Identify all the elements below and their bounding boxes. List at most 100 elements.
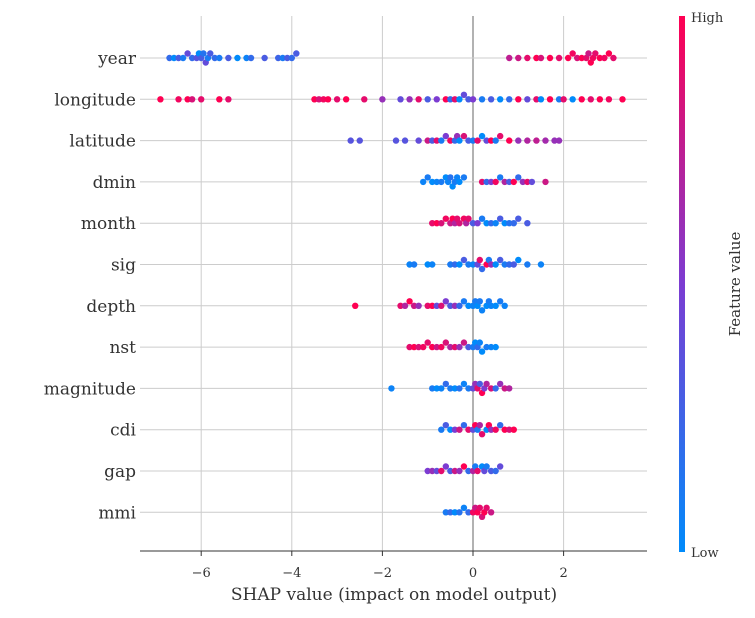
shap-point-dmin	[506, 178, 513, 186]
shap-point-year	[610, 54, 617, 62]
shap-point-dmin	[524, 178, 531, 186]
shap-point-mmi	[447, 509, 454, 516]
shap-point-magnitude	[447, 385, 454, 392]
feature-label-sig: sig	[111, 256, 136, 276]
shap-point-sig	[492, 261, 499, 268]
shap-point-month	[496, 215, 504, 222]
shap-point-depth	[451, 302, 459, 309]
shap-point-cdi	[510, 426, 517, 433]
shap-point-gap	[460, 463, 468, 470]
shap-point-magnitude	[456, 385, 463, 392]
shap-point-year	[279, 54, 286, 62]
shap-point-longitude	[569, 96, 576, 103]
shap-point-longitude	[198, 96, 205, 103]
shap-point-cdi	[465, 426, 472, 433]
shap-point-depth	[352, 302, 359, 309]
shap-point-longitude	[184, 96, 191, 103]
shap-point-nst	[429, 343, 436, 351]
shap-point-year	[261, 54, 268, 62]
shap-point-month	[492, 220, 499, 227]
shap-point-year	[207, 50, 214, 57]
shap-point-latitude	[356, 137, 363, 144]
shap-point-cdi	[487, 426, 495, 433]
shap-point-dmin	[438, 178, 445, 186]
shap-point-gap	[496, 463, 504, 470]
shap-point-month	[433, 220, 440, 227]
shap-point-longitude	[496, 96, 504, 103]
shap-point-latitude	[415, 137, 422, 144]
shap-point-month	[456, 220, 463, 227]
feature-label-depth: depth	[86, 297, 136, 317]
shap-point-cdi	[506, 426, 513, 433]
shap-point-magnitude	[483, 380, 490, 388]
shap-point-depth	[476, 298, 483, 305]
shap-point-year	[284, 54, 291, 62]
shap-point-dmin	[510, 178, 517, 186]
feature-label-nst: nst	[109, 338, 136, 358]
feature-label-cdi: cdi	[110, 421, 136, 441]
shap-point-mmi	[483, 504, 490, 511]
shap-point-gap	[456, 467, 463, 475]
shap-point-magnitude	[460, 380, 468, 388]
shap-point-year	[533, 54, 540, 62]
shap-point-sig	[501, 261, 508, 268]
shap-point-month	[515, 215, 522, 222]
shap-point-magnitude	[438, 385, 445, 392]
shap-point-cdi	[447, 426, 454, 433]
shap-point-year	[234, 54, 241, 62]
shap-point-year	[506, 54, 513, 62]
feature-label-month: month	[81, 214, 136, 234]
shap-point-latitude	[469, 137, 477, 144]
shap-point-sig	[447, 261, 454, 268]
shap-point-depth	[460, 298, 468, 305]
shap-point-cdi	[492, 426, 499, 433]
colorbar-low-label: Low	[691, 546, 719, 561]
shap-point-dmin	[492, 178, 499, 186]
shap-point-cdi	[478, 431, 486, 438]
shap-point-nst	[419, 343, 427, 351]
shap-point-dmin	[456, 178, 463, 186]
shap-point-nst	[483, 343, 490, 351]
shap-point-dmin	[519, 178, 527, 186]
shap-point-depth	[424, 302, 431, 309]
shap-point-year	[225, 54, 232, 62]
shap-point-sig	[410, 261, 418, 268]
shap-point-year	[564, 54, 572, 62]
shap-point-year	[184, 50, 191, 57]
shap-point-year	[578, 54, 585, 62]
shap-point-year	[179, 54, 187, 62]
shap-point-year	[216, 54, 223, 62]
shap-point-longitude	[487, 96, 495, 103]
shap-point-longitude	[175, 96, 182, 103]
shap-point-latitude	[447, 137, 454, 144]
shap-point-nst	[406, 343, 413, 351]
shap-point-cdi	[496, 422, 504, 429]
shap-point-longitude	[379, 96, 386, 103]
shap-point-depth	[438, 302, 445, 309]
shap-point-year	[592, 50, 599, 57]
shap-point-year	[569, 50, 576, 57]
shap-point-magnitude	[465, 385, 472, 392]
shap-point-longitude	[546, 96, 554, 103]
shap-point-cdi	[451, 426, 459, 433]
shap-point-dmin	[483, 178, 490, 186]
shap-point-latitude	[555, 137, 563, 144]
shap-point-mmi	[487, 509, 495, 516]
shap-point-longitude	[478, 96, 486, 103]
colorbar: High Low Feature value	[679, 11, 744, 561]
shap-point-sig	[460, 256, 468, 264]
shap-point-latitude	[492, 137, 499, 144]
x-tick-label: 0	[469, 566, 477, 581]
shap-point-longitude	[605, 96, 613, 103]
shap-point-month	[469, 220, 477, 227]
shap-point-latitude	[438, 137, 445, 144]
shap-point-gap	[442, 463, 450, 470]
shap-point-cdi	[476, 422, 483, 429]
shap-point-latitude	[551, 137, 558, 144]
shap-point-year	[166, 54, 173, 62]
shap-point-latitude	[487, 137, 495, 144]
shap-point-magnitude	[433, 385, 440, 392]
shap-point-sig	[478, 265, 486, 273]
shap-point-depth	[429, 302, 436, 309]
shap-point-nst	[438, 343, 445, 351]
